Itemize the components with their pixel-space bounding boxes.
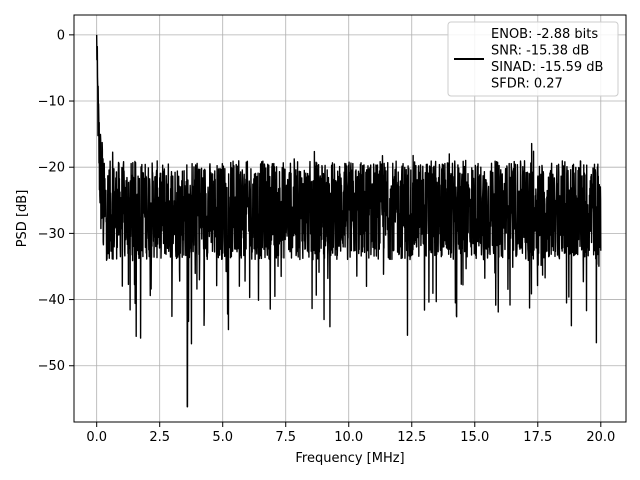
y-axis: 0 −10 −20 −30 −40 −50 (38, 28, 74, 374)
x-tick-label: 15.0 (460, 430, 489, 445)
legend-snr: SNR: -15.38 dB (491, 44, 589, 59)
x-tick-label: 7.5 (275, 430, 296, 445)
x-tick-label: 2.5 (149, 430, 170, 445)
x-tick-label: 0.0 (86, 430, 107, 445)
x-tick-label: 20.0 (586, 430, 615, 445)
psd-series-line (95, 34, 602, 408)
legend-box (447, 21, 619, 97)
y-tick-label: 0 (57, 28, 65, 43)
y-tick-label: −50 (38, 359, 65, 374)
axes-frame (73, 14, 627, 423)
x-tick-label: 17.5 (523, 430, 552, 445)
y-tick-label: −40 (38, 293, 65, 308)
x-tick-label: 5.0 (212, 430, 233, 445)
legend: ENOB: -2.88 bits SNR: -15.38 dB SINAD: -… (447, 21, 619, 97)
plot-area (95, 34, 602, 408)
y-tick-label: −10 (38, 95, 65, 110)
x-tick-label: 12.5 (397, 430, 426, 445)
y-axis-label: PSD [dB] (15, 190, 30, 248)
y-tick-label: −20 (38, 161, 65, 176)
x-tick-label: 10.0 (334, 430, 363, 445)
y-tick-label: −30 (38, 227, 65, 242)
legend-sinad: SINAD: -15.59 dB (491, 60, 603, 75)
x-axis-label: Frequency [MHz] (295, 451, 404, 466)
legend-enob: ENOB: -2.88 bits (491, 27, 598, 42)
legend-sfdr: SFDR: 0.27 (491, 77, 563, 92)
x-axis: 0.0 2.5 5.0 7.5 10.0 12.5 15.0 17.5 20.0 (86, 422, 615, 445)
